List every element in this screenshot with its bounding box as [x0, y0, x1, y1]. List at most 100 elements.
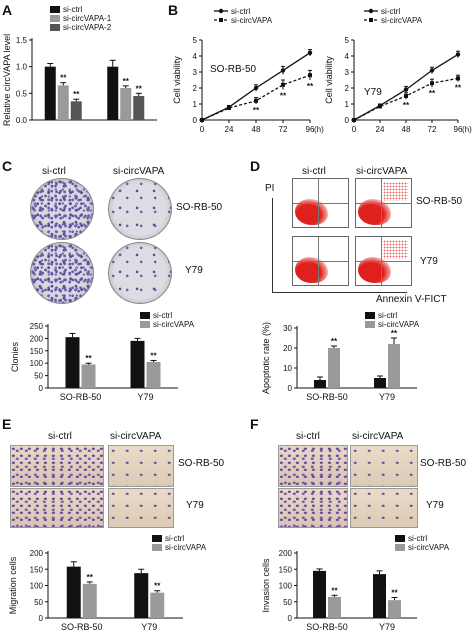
panel-letter-d: D — [250, 158, 261, 174]
significance-mark: ** — [154, 582, 161, 591]
chart-c-clonies: 0 50 100 150 200 250 Clonies ** ** SO-RB-50 Y79 si-… — [10, 311, 195, 402]
legend-label: si-ctrl — [231, 7, 250, 16]
legend-swatch — [395, 544, 405, 551]
y-tick-label: 3 — [193, 68, 198, 77]
x-tick-label: 96 — [306, 125, 315, 134]
panel-letter-c: C — [2, 158, 13, 174]
legend-label: si-circVAPA — [153, 320, 195, 329]
x-category-label: SO-RB-50 — [61, 622, 103, 632]
y-tick-label: 10 — [283, 364, 292, 373]
bar — [314, 380, 326, 388]
y-tick-label: 20 — [283, 344, 292, 353]
e-row-label-y79: Y79 — [186, 500, 204, 511]
bar — [120, 88, 132, 120]
y-axis-label: Cell viability — [324, 56, 334, 104]
bar — [388, 344, 400, 388]
significance-mark: ** — [331, 586, 338, 595]
legend-marker — [369, 18, 373, 22]
significance-mark: ** — [136, 84, 143, 93]
x-tick-label: 72 — [428, 125, 437, 134]
significance-mark: ** — [123, 77, 130, 86]
bar — [81, 364, 96, 388]
y-tick-label: 200 — [30, 549, 44, 558]
significance-mark: ** — [73, 90, 80, 99]
legend-label: si-ctrl — [408, 534, 427, 543]
d-col-label-circvapa: si-circVAPA — [356, 166, 408, 177]
bar — [130, 340, 145, 388]
significance-mark: ** — [150, 351, 157, 360]
x-category-label: Y79 — [379, 622, 395, 632]
x-tick-label: 24 — [376, 125, 385, 134]
legend-label: si-circVAPA — [408, 543, 450, 552]
data-point — [352, 118, 356, 122]
y-tick-label: 100 — [30, 359, 44, 368]
x-category-label: Y79 — [141, 622, 157, 632]
f-col-label-ctrl: si-ctrl — [296, 431, 320, 442]
facs-plot-y79-ctrl — [292, 236, 349, 286]
y-tick-label: 2 — [345, 84, 350, 93]
y-tick-label: 50 — [283, 598, 292, 607]
x-category-label: SO-RB-50 — [306, 622, 348, 632]
panel-letter-a: A — [2, 2, 13, 18]
y-axis-label: Relative circVAPA level — [2, 34, 12, 126]
colony-dish-y79-circvapa — [108, 242, 172, 304]
invasion-image-y79-circvapa — [350, 488, 418, 528]
legend-label: si-ctrl — [381, 7, 400, 16]
data-point — [200, 118, 204, 122]
legend-swatch — [140, 312, 150, 319]
y-tick-label: 5 — [345, 36, 350, 45]
f-col-label-circvapa: si-circVAPA — [352, 431, 404, 442]
invasion-image-y79-ctrl — [278, 488, 348, 528]
y-tick-label: 150 — [30, 565, 44, 574]
x-tick-label: 96 — [454, 125, 463, 134]
legend-swatch — [50, 15, 60, 22]
colony-dish-y79-ctrl — [30, 242, 94, 304]
panel-letter-e: E — [2, 416, 12, 432]
bar — [313, 570, 326, 618]
facs-plot-sorb50-ctrl — [292, 178, 349, 228]
c-row-label-y79: Y79 — [185, 265, 203, 276]
x-axis-label: (h) — [462, 125, 472, 134]
bar — [134, 573, 149, 618]
y-tick-label: 50 — [34, 372, 43, 381]
legend-label: si-circVAPA — [378, 320, 420, 329]
chart-b-viability-sorb50: 0 1 2 3 4 5 0 24 48 72 96 (h) Cell viability SO-RB-50… — [172, 7, 324, 134]
legend-marker — [368, 8, 374, 14]
significance-mark: ** — [307, 82, 314, 91]
colony-dish-sorb50-ctrl — [30, 178, 94, 240]
y-tick-label: 200 — [30, 334, 44, 343]
significance-mark: ** — [429, 89, 436, 98]
migration-image-y79-ctrl — [10, 488, 104, 528]
legend-swatch — [152, 535, 162, 542]
legend-label: si-ctrl — [153, 311, 172, 320]
c-col-label-circvapa: si-circVAPA — [113, 166, 165, 177]
f-row-label-sorb50: SO-RB-50 — [420, 458, 467, 469]
bar — [146, 361, 161, 388]
e-col-label-circvapa: si-circVAPA — [110, 431, 162, 442]
legend-label: si-circVAPA — [381, 16, 423, 25]
y-tick-label: 4 — [193, 52, 198, 61]
invasion-image-sorb50-circvapa — [350, 445, 418, 487]
chart-title: SO-RB-50 — [210, 64, 257, 75]
significance-mark: ** — [253, 106, 260, 115]
significance-mark: ** — [85, 354, 92, 363]
bar — [388, 600, 401, 618]
y-axis-label: Migration cells — [8, 556, 18, 614]
legend-label: si-circVAPA — [165, 543, 207, 552]
significance-mark: ** — [60, 74, 67, 83]
legend-label: si-circVAPA-2 — [63, 23, 112, 32]
y-axis-label: Apoptotic rate (%) — [261, 322, 271, 394]
x-category-label: Y79 — [379, 392, 395, 402]
x-axis-label: (h) — [314, 125, 324, 134]
chart-a-circvapa-level: 0.0 0.5 1.0 1.5 Relative circVAPA level ** ** *… — [2, 5, 157, 126]
y-tick-label: 30 — [283, 324, 292, 333]
x-tick-label: 48 — [402, 125, 411, 134]
x-tick-label: 24 — [225, 125, 234, 134]
x-category-label: Y79 — [137, 392, 153, 402]
bar — [66, 566, 81, 618]
y-tick-label: 0 — [39, 384, 44, 393]
y-tick-label: 0 — [288, 614, 293, 623]
x-tick-label: 0 — [200, 125, 205, 134]
y-tick-label: 0 — [39, 614, 44, 623]
y-tick-label: 0 — [193, 116, 198, 125]
